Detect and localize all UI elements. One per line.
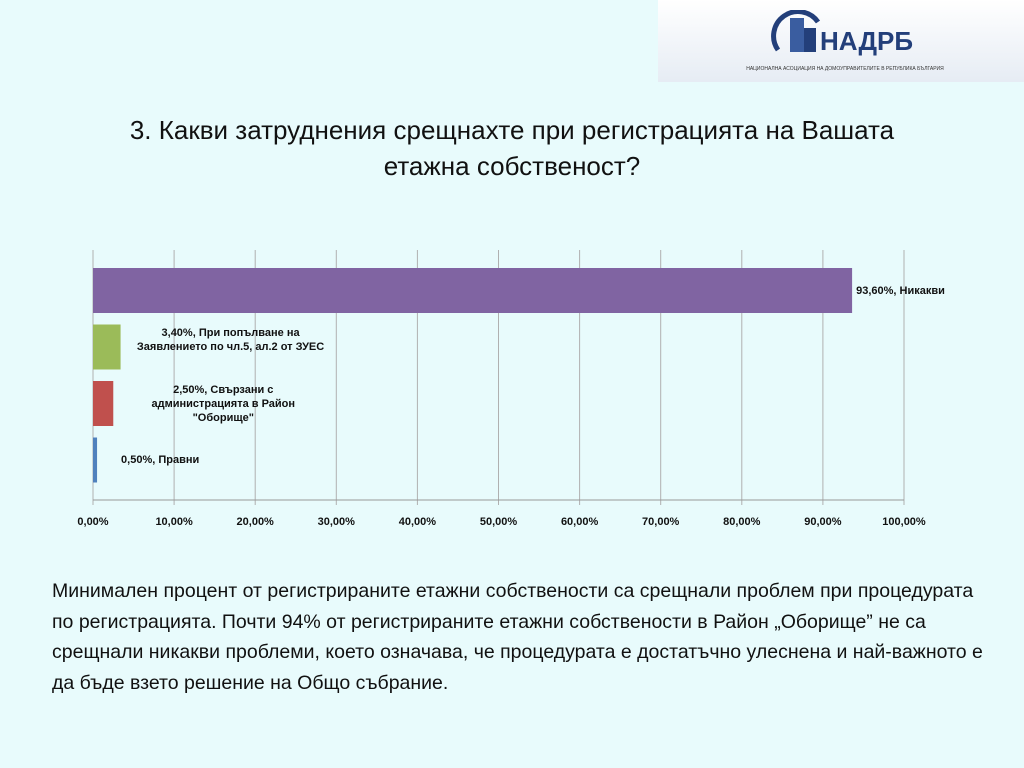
x-tick-label: 100,00%: [882, 516, 926, 528]
x-tick-label: 20,00%: [237, 516, 275, 528]
data-label: 0,50%, Правни: [121, 454, 200, 466]
chart: 0,00% 10,00% 20,00% 30,00% 40,00% 50,00% 60,00…: [77, 250, 926, 528]
bar: [93, 437, 98, 483]
logo-box: [658, 0, 1024, 82]
logo-name: НАДРБ: [820, 26, 914, 56]
x-tick-label: 80,00%: [723, 516, 761, 528]
data-label: 2,50%, Свързани с администрацията в Райо…: [151, 383, 296, 424]
bar: [93, 381, 114, 426]
slide-title: 3. Какви затруднения срещнахте при регис…: [129, 115, 895, 181]
logo-tagline: НАЦИОНАЛНА АСОЦИАЦИЯ НА ДОМОУПРАВИТЕЛИТЕ…: [746, 66, 944, 72]
data-label: 93,60%, Никакви: [856, 284, 945, 297]
x-tick-label: 90,00%: [804, 516, 842, 528]
x-tick-label: 40,00%: [399, 516, 437, 528]
data-label: 3,40%, При попълване на Заявлението по ч…: [136, 327, 325, 353]
x-tick-label: 10,00%: [155, 516, 193, 528]
logo-icon: [771, 10, 821, 52]
x-tick-label: 60,00%: [561, 516, 599, 528]
bar: [93, 324, 121, 370]
x-tick-label: 70,00%: [642, 516, 680, 528]
body-text: Минимален процент от регистрираните етаж…: [52, 580, 983, 694]
x-tick-label: 30,00%: [318, 516, 356, 528]
bar: [93, 268, 853, 313]
x-tick-label: 0,00%: [77, 516, 108, 528]
x-tick-label: 50,00%: [480, 516, 518, 528]
